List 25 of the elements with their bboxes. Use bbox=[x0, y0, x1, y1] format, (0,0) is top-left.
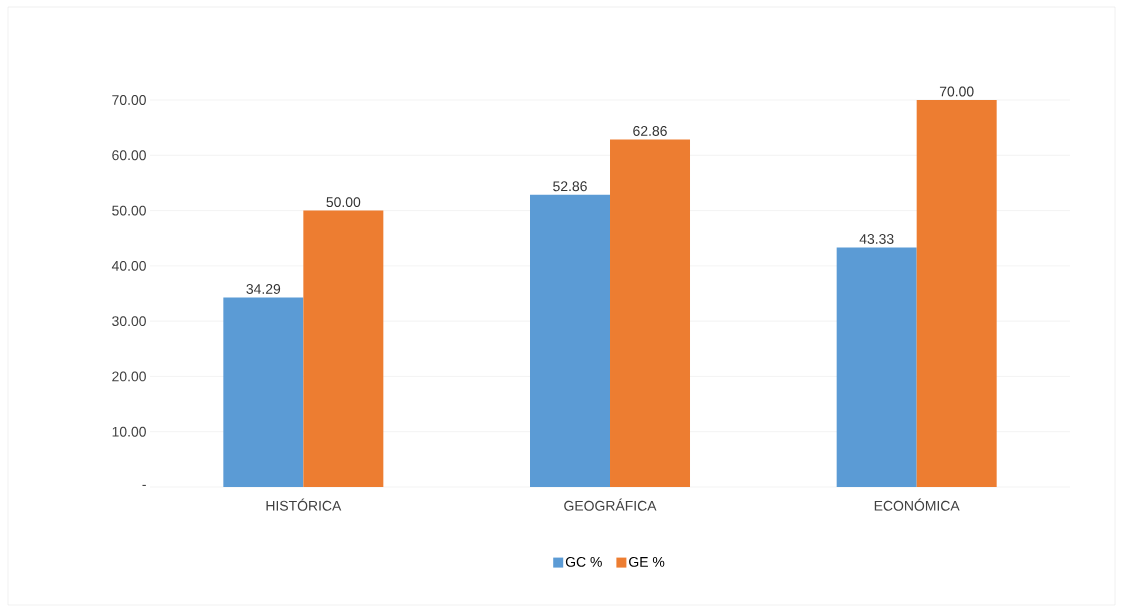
bar bbox=[223, 297, 304, 487]
y-tick-label: 40.00 bbox=[111, 260, 146, 271]
legend-label: GE % bbox=[629, 556, 665, 567]
y-tick-label: 60.00 bbox=[112, 150, 146, 161]
y-tick-label: 50.00 bbox=[112, 205, 146, 216]
data-label: 34.29 bbox=[246, 284, 281, 294]
y-tick-label: 70.00 bbox=[112, 95, 146, 105]
data-label: 52.86 bbox=[553, 181, 587, 192]
y-tick-label: 10.00 bbox=[112, 426, 146, 437]
x-tick-label: HISTÓRICA bbox=[266, 498, 342, 511]
bar bbox=[836, 247, 917, 487]
y-tick-label: - bbox=[142, 484, 146, 486]
x-tick-label: GEOGRÁFICA bbox=[564, 498, 657, 511]
bar bbox=[530, 194, 611, 487]
bar bbox=[610, 139, 691, 487]
bar bbox=[303, 210, 384, 487]
data-label: 43.33 bbox=[859, 234, 894, 244]
data-label: 50.00 bbox=[326, 197, 361, 208]
y-tick-label: 20.00 bbox=[112, 371, 146, 382]
legend-label: GC % bbox=[565, 556, 602, 567]
data-label: 62.86 bbox=[633, 126, 667, 136]
bar bbox=[916, 100, 997, 487]
y-tick-label: 30.00 bbox=[112, 316, 146, 327]
x-tick-label: ECONÓMICA bbox=[874, 498, 960, 511]
data-label: 70.00 bbox=[939, 86, 974, 97]
